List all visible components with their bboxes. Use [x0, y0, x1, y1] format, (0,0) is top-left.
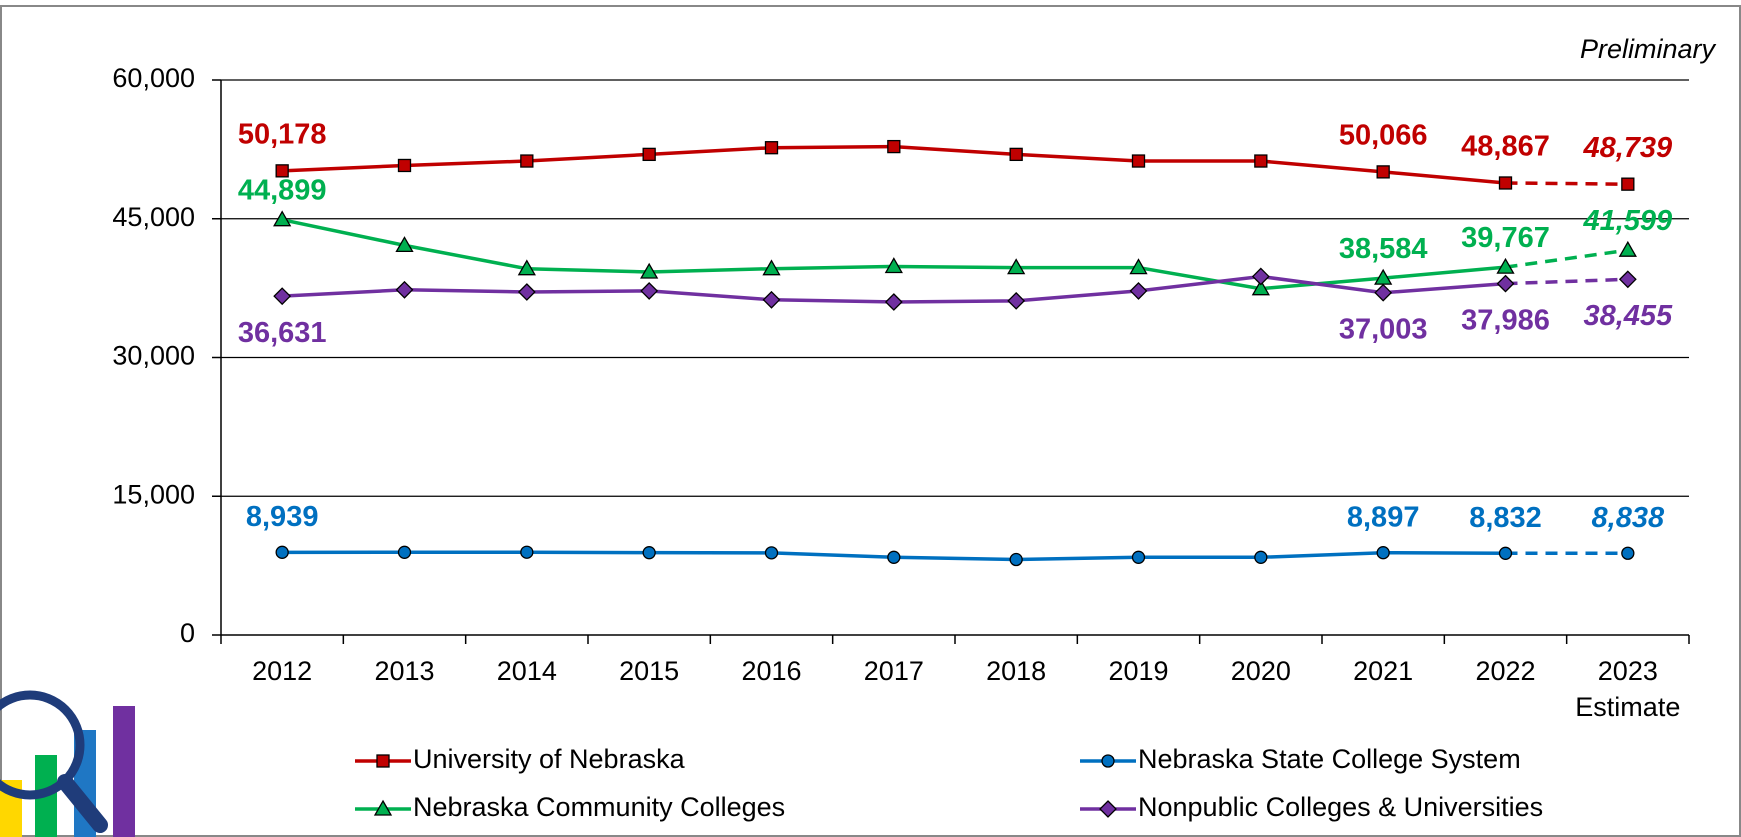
data-point [762, 259, 781, 276]
data-point [642, 546, 656, 560]
data-label: 37,003 [1339, 313, 1428, 345]
y-tick-label: 15,000 [112, 479, 195, 509]
x-tick-label: 2015 [619, 656, 679, 686]
data-point [397, 158, 412, 173]
data-point [273, 210, 292, 227]
data-label: 44,899 [238, 174, 327, 206]
data-point [884, 293, 903, 311]
data-point [275, 164, 289, 178]
data-point [1374, 283, 1393, 302]
data-point [887, 139, 901, 154]
data-point [275, 545, 289, 559]
data-label: 8,897 [1347, 501, 1420, 533]
logo [0, 690, 135, 837]
x-tick-label: 2012 [252, 656, 312, 686]
data-point [764, 141, 779, 155]
x-tick-label: 2016 [741, 656, 801, 686]
x-tick-note: Estimate [1575, 692, 1680, 722]
data-point [1621, 177, 1635, 191]
data-label: 37,986 [1461, 304, 1550, 336]
legend-marker [1101, 754, 1115, 768]
data-point [397, 545, 412, 559]
data-point [395, 236, 414, 253]
series-line-estimate [1505, 248, 1629, 269]
data-label: 48,867 [1461, 131, 1550, 163]
frame [0, 5, 1741, 837]
data-point [1621, 546, 1635, 560]
data-point [1376, 546, 1390, 560]
y-tick-label: 60,000 [112, 63, 195, 93]
legend-label: Nebraska State College System [1138, 744, 1521, 774]
data-point [1131, 550, 1146, 564]
data-point [1254, 154, 1268, 168]
data-point [1009, 552, 1023, 567]
y-tick-label: 0 [180, 618, 195, 648]
data-point [273, 287, 292, 306]
annotation: Preliminary [1580, 34, 1717, 64]
data-label: 36,631 [238, 317, 327, 349]
data-label: 38,584 [1339, 233, 1428, 265]
data-label: 50,066 [1339, 120, 1428, 152]
y-tick-label: 45,000 [112, 202, 195, 232]
x-tick-label: 2021 [1353, 656, 1413, 686]
data-point [1496, 274, 1515, 293]
data-point [520, 154, 534, 168]
data-point [1009, 147, 1023, 162]
data-point [1129, 258, 1148, 275]
data-point [1496, 257, 1515, 274]
data-label: 41,599 [1582, 205, 1672, 237]
data-label: 48,739 [1582, 132, 1672, 164]
data-point [1007, 258, 1026, 275]
data-point [395, 280, 414, 299]
data-point [1618, 240, 1637, 257]
data-label: 50,178 [238, 119, 327, 151]
series-line [281, 217, 1506, 291]
x-tick-label: 2020 [1231, 656, 1291, 686]
data-label: 38,455 [1583, 300, 1673, 332]
data-point [887, 550, 901, 564]
data-point [884, 257, 903, 274]
series-line-estimate [1505, 277, 1628, 286]
legend-label: Nebraska Community Colleges [413, 792, 785, 822]
data-point [1007, 291, 1026, 310]
data-point [520, 545, 534, 559]
data-point [640, 281, 659, 300]
data-label: 8,939 [246, 501, 319, 533]
x-tick-label: 2019 [1108, 656, 1168, 686]
x-tick-label: 2022 [1475, 656, 1535, 686]
legend-label: University of Nebraska [413, 744, 686, 774]
x-tick-label: 2013 [374, 656, 434, 686]
data-point [762, 290, 781, 309]
data-label: 8,838 [1592, 502, 1665, 534]
legend-marker [376, 754, 390, 768]
data-label: 8,832 [1469, 502, 1542, 534]
data-point [1254, 550, 1268, 564]
legend-label: Nonpublic Colleges & Universities [1138, 792, 1543, 822]
data-point [1251, 279, 1270, 296]
x-tick-label: 2023 [1598, 656, 1658, 686]
data-point [1131, 154, 1146, 168]
data-point [764, 546, 779, 560]
data-point [1498, 546, 1513, 560]
x-tick-label: 2014 [497, 656, 557, 686]
data-point [1129, 281, 1148, 300]
x-tick-label: 2018 [986, 656, 1046, 686]
x-tick-label: 2017 [864, 656, 924, 686]
data-point [517, 283, 536, 301]
legend-marker [373, 799, 393, 816]
data-point [640, 262, 659, 279]
data-point [642, 147, 656, 162]
data-point [517, 259, 536, 276]
data-point [1376, 165, 1390, 179]
legend-marker [1099, 800, 1117, 818]
y-tick-label: 30,000 [112, 341, 195, 371]
series-line-estimate [1505, 181, 1628, 186]
data-point [1618, 270, 1637, 289]
data-point [1251, 267, 1270, 286]
data-label: 39,767 [1461, 222, 1550, 254]
data-point [1498, 176, 1513, 190]
